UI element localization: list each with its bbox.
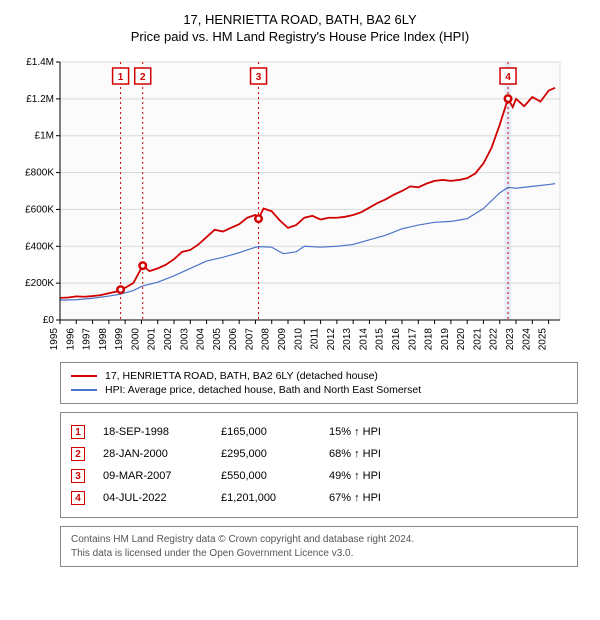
svg-text:1997: 1997: [82, 328, 93, 351]
svg-text:2022: 2022: [489, 328, 500, 351]
legend-label: HPI: Average price, detached house, Bath…: [105, 384, 421, 396]
svg-text:2000: 2000: [130, 328, 141, 351]
svg-text:2018: 2018: [424, 328, 435, 351]
svg-text:2017: 2017: [407, 328, 418, 351]
svg-text:2010: 2010: [293, 328, 304, 351]
svg-text:2002: 2002: [163, 328, 174, 351]
svg-text:2006: 2006: [228, 328, 239, 351]
svg-text:2005: 2005: [212, 328, 223, 351]
svg-text:4: 4: [505, 72, 511, 83]
sales-row: 2 28-JAN-2000 £295,000 68% ↑ HPI: [71, 443, 567, 465]
svg-text:£1.4M: £1.4M: [26, 57, 54, 68]
svg-text:£200K: £200K: [25, 278, 54, 289]
footer-line: Contains HM Land Registry data © Crown c…: [71, 533, 567, 547]
sale-marker: 4: [71, 491, 85, 505]
sale-price: £165,000: [221, 426, 311, 438]
svg-text:2020: 2020: [456, 328, 467, 351]
svg-text:£1.2M: £1.2M: [26, 94, 54, 105]
svg-text:£1M: £1M: [35, 131, 54, 142]
svg-text:£400K: £400K: [25, 241, 54, 252]
legend-item: 17, HENRIETTA ROAD, BATH, BA2 6LY (detac…: [71, 369, 567, 383]
sale-price: £1,201,000: [221, 492, 311, 504]
svg-text:1999: 1999: [114, 328, 125, 351]
page-subtitle: Price paid vs. HM Land Registry's House …: [12, 29, 588, 44]
svg-text:2021: 2021: [472, 328, 483, 351]
sales-table: 1 18-SEP-1998 £165,000 15% ↑ HPI 2 28-JAN-200…: [60, 412, 578, 518]
svg-text:2009: 2009: [277, 328, 288, 351]
footer-line: This data is licensed under the Open Gov…: [71, 547, 567, 561]
svg-text:2011: 2011: [310, 328, 321, 350]
legend-swatch: [71, 389, 97, 391]
sale-marker: 1: [71, 425, 85, 439]
svg-text:2016: 2016: [391, 328, 402, 351]
sales-row: 4 04-JUL-2022 £1,201,000 67% ↑ HPI: [71, 487, 567, 509]
svg-text:2015: 2015: [375, 328, 386, 351]
svg-text:2012: 2012: [326, 328, 337, 351]
svg-text:1: 1: [118, 72, 124, 83]
svg-text:2003: 2003: [179, 328, 190, 351]
svg-text:2008: 2008: [261, 328, 272, 351]
legend-item: HPI: Average price, detached house, Bath…: [71, 383, 567, 397]
legend-label: 17, HENRIETTA ROAD, BATH, BA2 6LY (detac…: [105, 370, 378, 382]
svg-text:2001: 2001: [147, 328, 158, 351]
svg-text:2014: 2014: [358, 328, 369, 351]
svg-text:2013: 2013: [342, 328, 353, 351]
legend: 17, HENRIETTA ROAD, BATH, BA2 6LY (detac…: [60, 362, 578, 404]
sale-price: £295,000: [221, 448, 311, 460]
svg-text:1995: 1995: [49, 328, 60, 351]
svg-text:1996: 1996: [65, 328, 76, 351]
footer-attribution: Contains HM Land Registry data © Crown c…: [60, 526, 578, 567]
sale-pct-vs-hpi: 67% ↑ HPI: [329, 492, 419, 504]
svg-text:2007: 2007: [244, 328, 255, 351]
svg-text:2: 2: [140, 72, 146, 83]
sale-date: 28-JAN-2000: [103, 448, 203, 460]
legend-swatch: [71, 375, 97, 377]
price-chart: £0 £200K £400K £600K £800K £1M £1.2M £1.4M 1995 1…: [12, 52, 588, 352]
svg-text:2025: 2025: [538, 328, 549, 351]
svg-text:2024: 2024: [521, 328, 532, 351]
page-title: 17, HENRIETTA ROAD, BATH, BA2 6LY: [12, 12, 588, 27]
sale-marker: 2: [71, 447, 85, 461]
svg-text:3: 3: [256, 72, 262, 83]
svg-text:2004: 2004: [196, 328, 207, 351]
sale-date: 18-SEP-1998: [103, 426, 203, 438]
svg-text:£0: £0: [43, 315, 55, 326]
svg-text:£600K: £600K: [25, 204, 54, 215]
svg-text:2019: 2019: [440, 328, 451, 351]
sale-date: 09-MAR-2007: [103, 470, 203, 482]
sales-row: 3 09-MAR-2007 £550,000 49% ↑ HPI: [71, 465, 567, 487]
sale-date: 04-JUL-2022: [103, 492, 203, 504]
svg-text:2023: 2023: [505, 328, 516, 351]
sale-marker: 3: [71, 469, 85, 483]
svg-text:£800K: £800K: [25, 168, 54, 179]
sale-pct-vs-hpi: 49% ↑ HPI: [329, 470, 419, 482]
svg-text:1998: 1998: [98, 328, 109, 351]
sale-price: £550,000: [221, 470, 311, 482]
sale-pct-vs-hpi: 68% ↑ HPI: [329, 448, 419, 460]
sale-pct-vs-hpi: 15% ↑ HPI: [329, 426, 419, 438]
sales-row: 1 18-SEP-1998 £165,000 15% ↑ HPI: [71, 421, 567, 443]
